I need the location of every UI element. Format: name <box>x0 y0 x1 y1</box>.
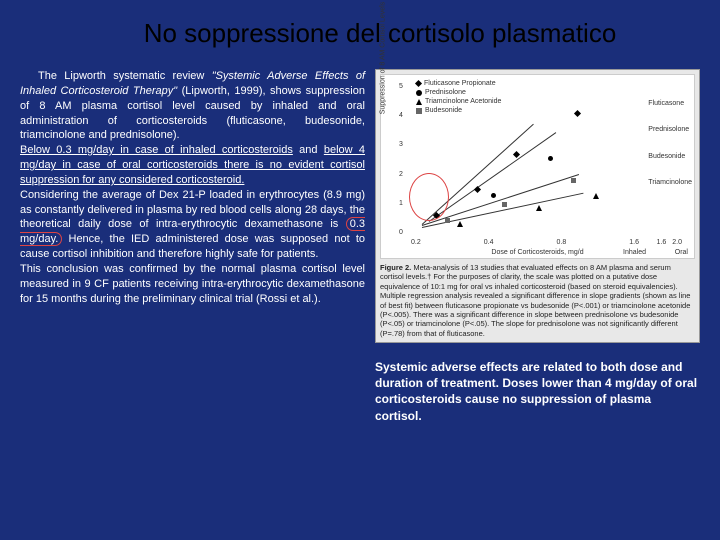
paragraph-3: Considering the average of Dex 21-P load… <box>20 188 365 262</box>
figure-caption: Figure 2. Meta-analysis of 13 studies th… <box>380 263 695 338</box>
side-label-4: Triamcinolone <box>648 179 692 187</box>
ytick: 4 <box>399 112 403 119</box>
caption-bold: Figure 2. <box>380 263 411 272</box>
chart-area: Fluticasone Propionate Prednisolone Tria… <box>380 74 695 259</box>
side-label-1: Fluticasone <box>648 100 692 108</box>
body-text: The Lipworth systematic review "Systemic… <box>20 69 365 424</box>
data-point <box>502 202 507 207</box>
ytick: 5 <box>399 83 403 90</box>
xtick: 1.6 <box>629 239 639 246</box>
red-annotation-circle <box>409 173 449 221</box>
plot-area <box>411 83 639 236</box>
xtick: 0.8 <box>557 239 567 246</box>
figure-box: Fluticasone Propionate Prednisolone Tria… <box>375 69 700 343</box>
data-point <box>574 109 581 116</box>
p3-a: Considering the average of Dex 21-P load… <box>20 189 365 231</box>
caption-text: Meta-analysis of 13 studies that evaluat… <box>380 263 690 338</box>
y-axis-label: Suppression of 8 AM Cortisol Levels <box>380 1 387 113</box>
xtick: 0.2 <box>411 239 421 246</box>
data-point <box>536 205 542 211</box>
data-point <box>548 156 553 161</box>
x-ticks: 0.2 0.4 0.8 1.6 <box>411 239 639 246</box>
content-row: The Lipworth systematic review "Systemic… <box>20 69 700 424</box>
ytick: 2 <box>399 171 403 178</box>
xtick: 1.6 <box>657 239 667 246</box>
paragraph-4: This conclusion was confirmed by the nor… <box>20 262 365 307</box>
right-column: Fluticasone Propionate Prednisolone Tria… <box>375 69 700 424</box>
oral-label: Oral <box>675 249 688 256</box>
data-point <box>474 186 481 193</box>
data-point <box>457 221 463 227</box>
xtick: 2.0 <box>672 239 682 246</box>
paragraph-1: The Lipworth systematic review "Systemic… <box>20 69 365 143</box>
bottom-summary: Systemic adverse effects are related to … <box>375 359 700 424</box>
side-labels: Fluticasone Prednisolone Budesonide Tria… <box>648 100 692 206</box>
ytick: 1 <box>399 200 403 207</box>
y-ticks: 5 4 3 2 1 0 <box>399 83 403 236</box>
inhaled-label: Inhaled <box>623 249 646 256</box>
p2-u1: Below 0.3 mg/day in case of inhaled cort… <box>20 144 293 156</box>
x-axis-label: Dose of Corticosteroids, mg/d <box>491 249 583 256</box>
data-point <box>491 193 496 198</box>
data-point <box>571 178 576 183</box>
p3-b: Hence, the IED administered dose was sup… <box>20 233 365 260</box>
xtick: 0.4 <box>484 239 494 246</box>
paragraph-2: Below 0.3 mg/day in case of inhaled cort… <box>20 143 365 188</box>
x-ticks-oral: 1.6 2.0 <box>657 239 682 246</box>
slide-container: No soppressione del cortisolo plasmatico… <box>0 0 720 540</box>
p2-mid: and <box>293 144 324 156</box>
p1-a: The Lipworth systematic review <box>38 70 212 82</box>
side-label-2: Prednisolone <box>648 126 692 134</box>
data-point <box>593 193 599 199</box>
data-point <box>445 218 450 223</box>
side-label-3: Budesonide <box>648 153 692 161</box>
ytick: 3 <box>399 141 403 148</box>
ytick: 0 <box>399 229 403 236</box>
